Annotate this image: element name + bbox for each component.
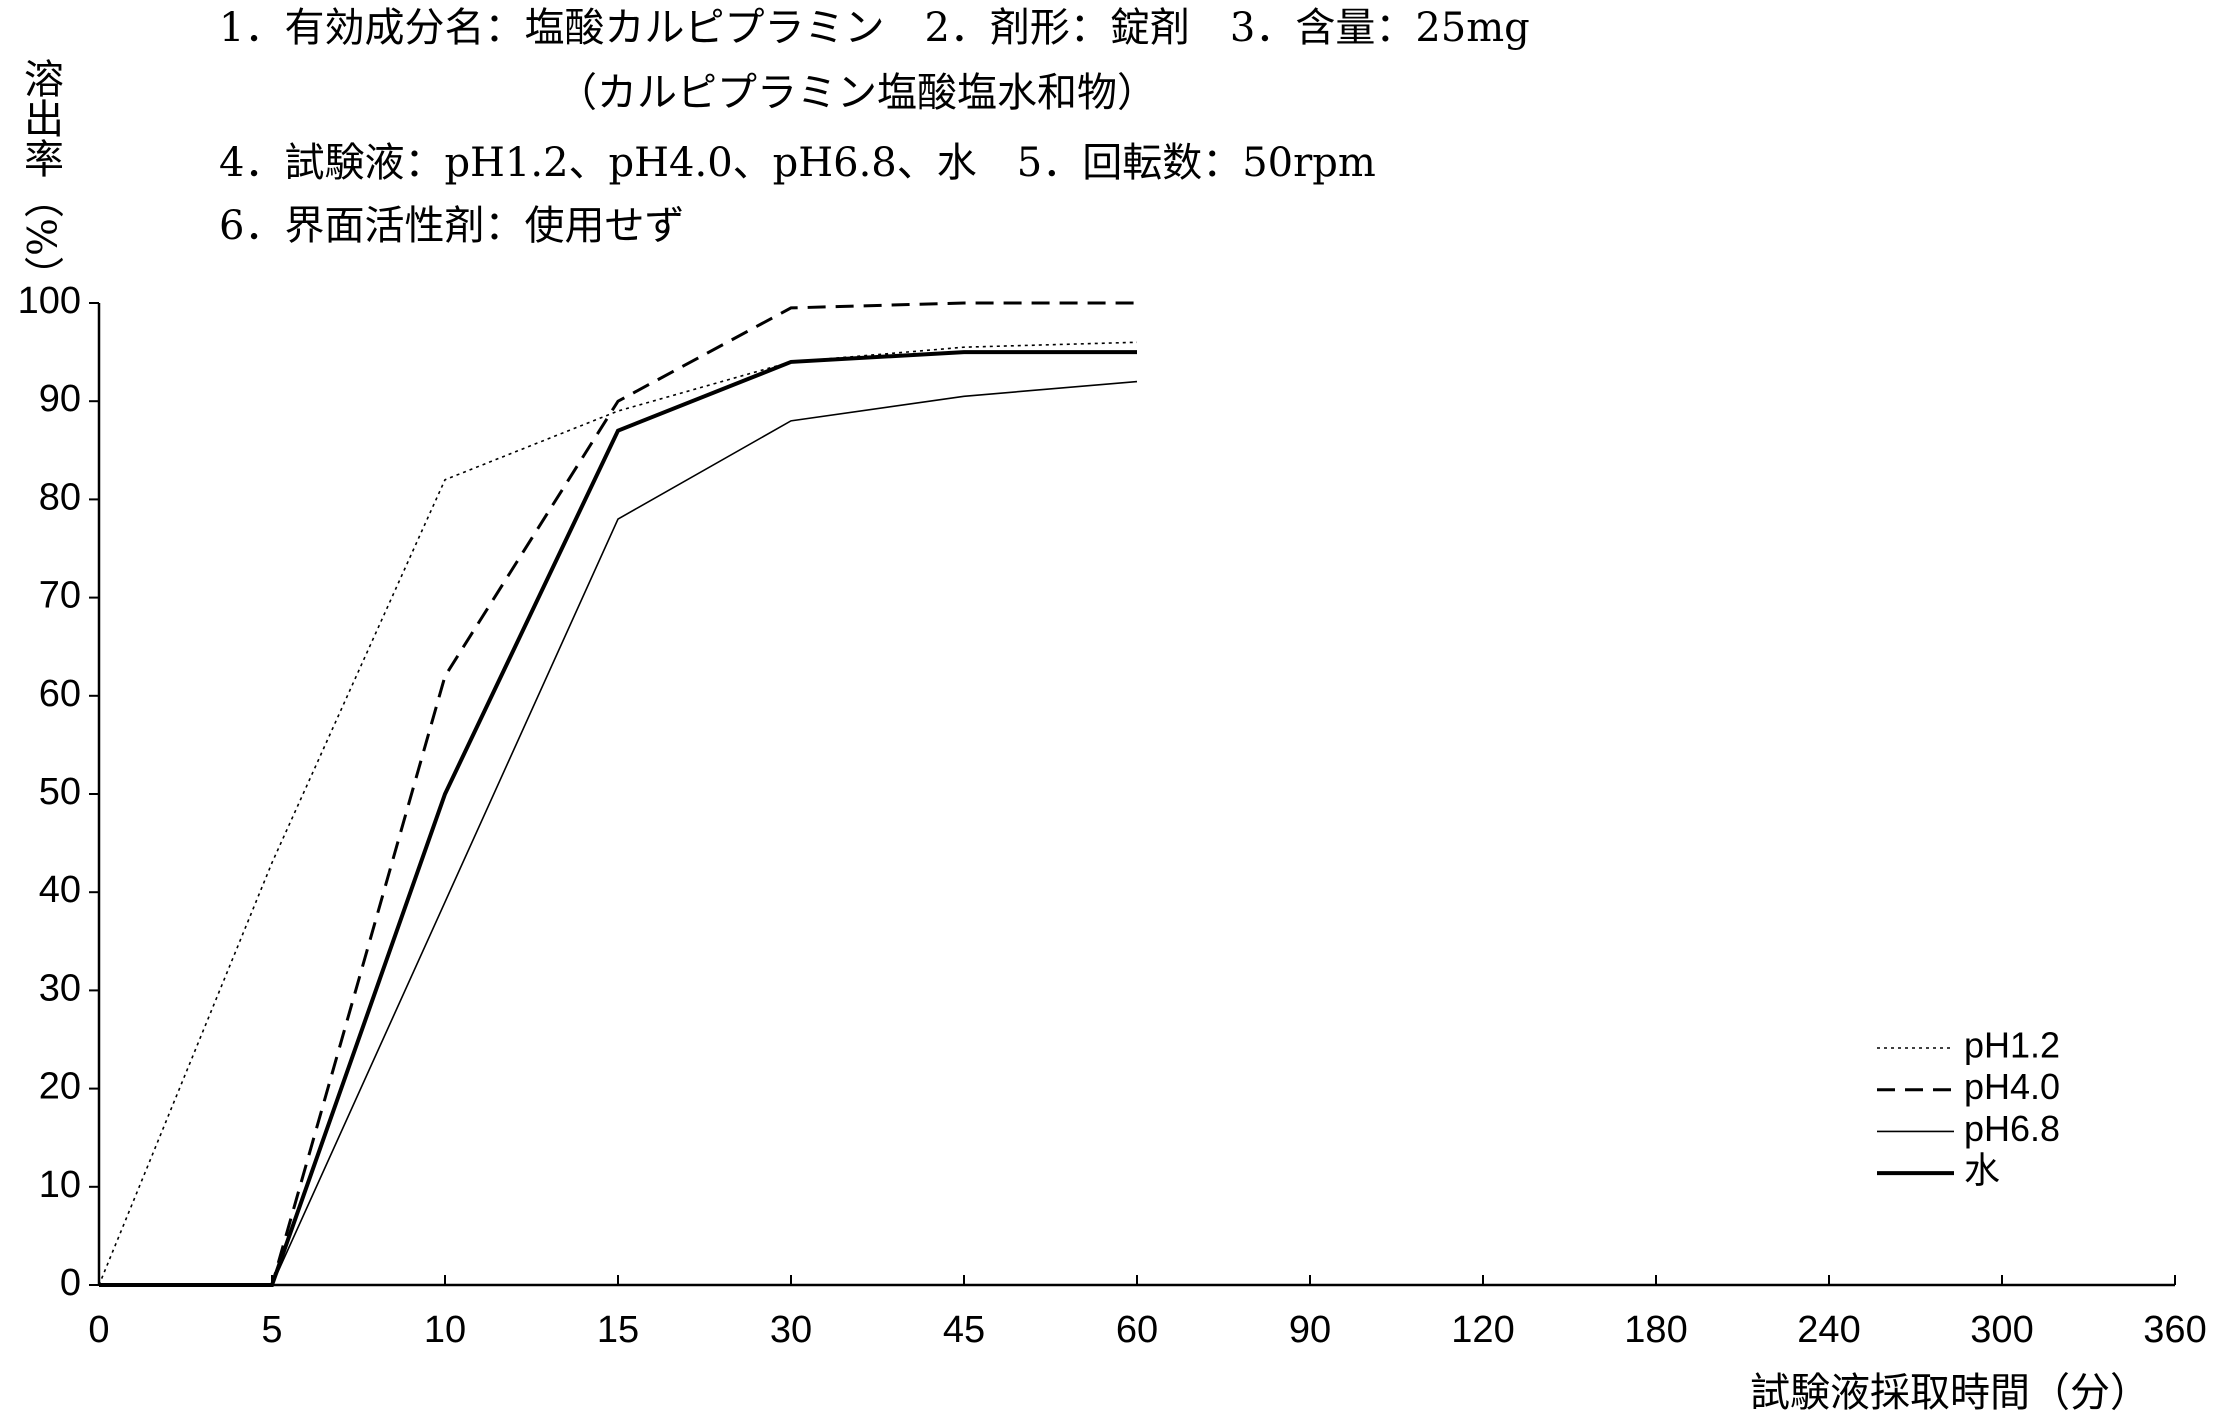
x-tick-label: 0 — [88, 1309, 109, 1351]
series-line — [99, 301, 1137, 1287]
y-tick-label: 10 — [39, 1164, 81, 1206]
y-tick-label: 100 — [18, 280, 81, 322]
y-tick-label: 60 — [39, 673, 81, 715]
x-tick-label: 5 — [261, 1309, 282, 1351]
y-tick-label: 0 — [60, 1262, 81, 1304]
x-tick-label: 30 — [770, 1309, 812, 1351]
legend-label: 水 — [1964, 1150, 2000, 1191]
x-tick-label: 60 — [1116, 1309, 1158, 1351]
legend-label: pH4.0 — [1964, 1066, 2060, 1107]
x-axis-label: 試験液採取時間（分） — [1750, 1370, 2150, 1416]
y-tick-label: 80 — [39, 476, 81, 518]
x-tick-label: 180 — [1624, 1309, 1687, 1351]
x-tick-label: 45 — [943, 1309, 985, 1351]
x-tick-label: 15 — [597, 1309, 639, 1351]
legend-label: pH6.8 — [1964, 1108, 2060, 1149]
legend-label: pH1.2 — [1964, 1025, 2060, 1066]
x-tick-label: 360 — [2143, 1309, 2206, 1351]
note: 6．界面活性剤：使用せず — [219, 203, 684, 249]
series-line — [99, 380, 1138, 1286]
note: 4．試験液：pH1.2、pH4.0、pH6.8、水 5．回転数：50rpm — [219, 140, 1376, 186]
x-tick-label: 240 — [1797, 1309, 1860, 1351]
y-tick-label: 50 — [39, 771, 81, 813]
x-tick-label: 300 — [1970, 1309, 2033, 1351]
note: 1．有効成分名：塩酸カルピプラミン 2．剤形：錠剤 3．含量：25mg — [219, 5, 1530, 51]
y-tick-label: 90 — [39, 378, 81, 420]
x-tick-label: 10 — [424, 1309, 466, 1351]
y-tick-label: 70 — [39, 575, 81, 617]
y-tick-label: 20 — [39, 1066, 81, 1108]
series-line — [98, 341, 1138, 1286]
y-tick-label: 30 — [39, 967, 81, 1009]
y-tick-label: 40 — [39, 869, 81, 911]
x-tick-label: 120 — [1451, 1309, 1514, 1351]
series-line — [99, 350, 1137, 1287]
note: （カルピプラミン塩酸塩水和物） — [557, 70, 1157, 116]
y-axis-label: 溶出率（%） — [17, 58, 64, 296]
x-tick-label: 90 — [1289, 1309, 1331, 1351]
